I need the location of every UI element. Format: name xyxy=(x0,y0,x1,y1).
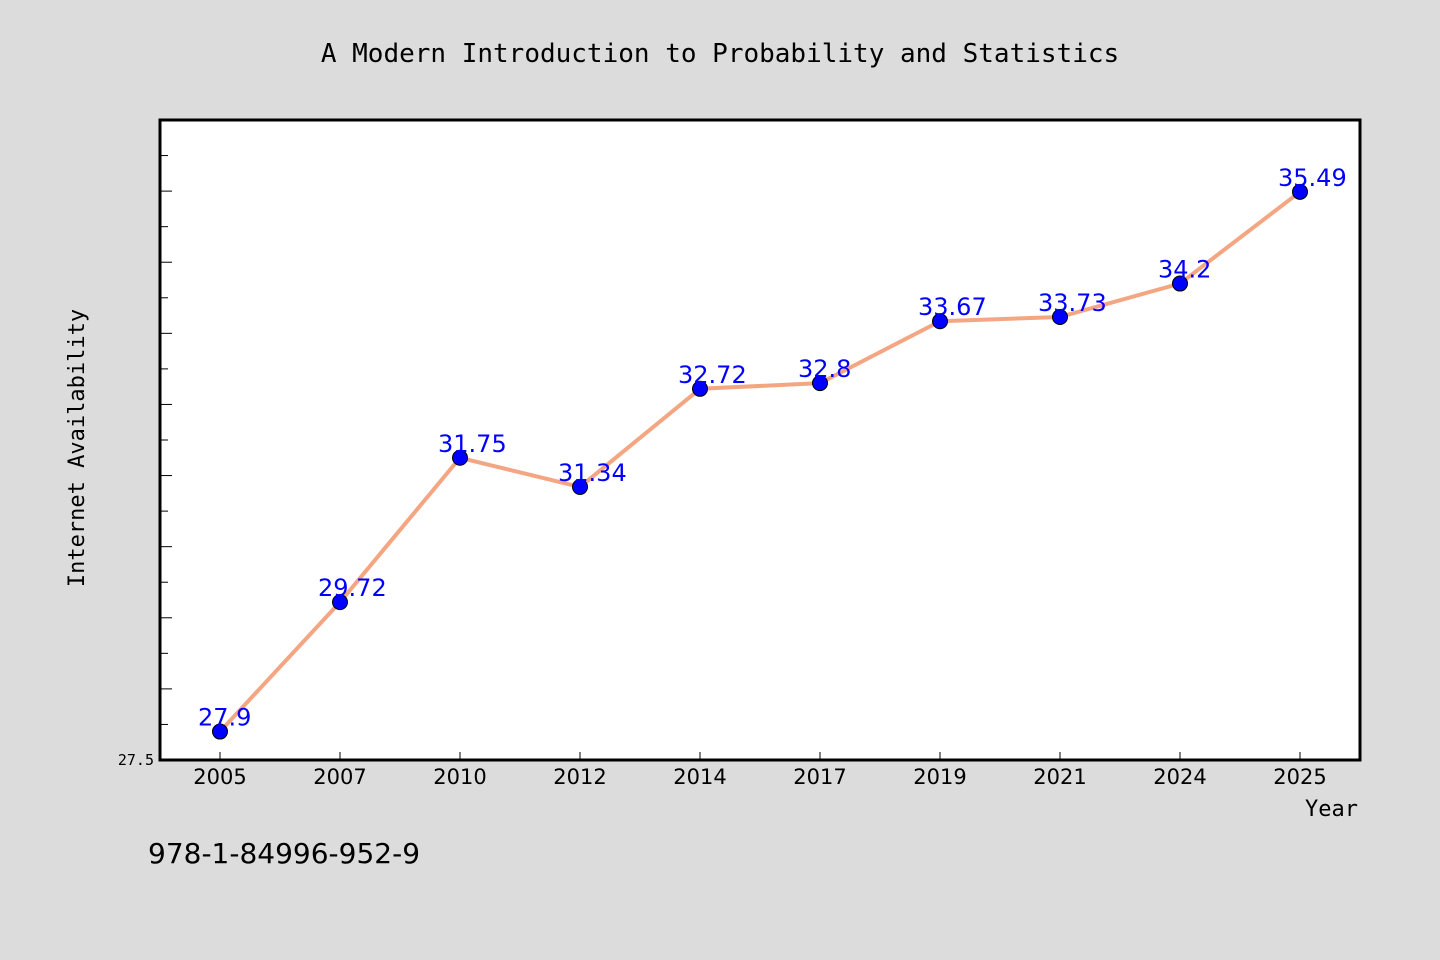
data-point xyxy=(1052,308,1068,325)
data-label: 27.9 xyxy=(198,704,251,732)
data-point xyxy=(932,313,948,330)
x-tick-label: 2007 xyxy=(313,765,366,789)
data-point xyxy=(1292,183,1308,200)
x-tick-label: 2025 xyxy=(1273,765,1326,789)
data-label: 31.75 xyxy=(438,430,507,458)
data-point xyxy=(1172,275,1188,292)
data-label: 31.34 xyxy=(558,459,627,487)
data-point xyxy=(692,380,708,397)
x-tick-label: 2012 xyxy=(553,765,606,789)
footnote-isbn: 978-1-84996-952-9 xyxy=(148,837,420,870)
y-axis-label: Internet Availability xyxy=(65,309,90,587)
x-tick-label: 2019 xyxy=(913,765,966,789)
x-tick-label: 2010 xyxy=(433,765,486,789)
x-axis-label: Year xyxy=(1305,797,1358,822)
x-tick-label: 2021 xyxy=(1033,765,1086,789)
data-labels: 27.9 29.72 31.75 31.34 32.72 32.8 33.67 33.73 34… xyxy=(198,164,1347,732)
series-line xyxy=(218,189,1302,734)
data-label: 32.8 xyxy=(798,355,851,383)
data-point xyxy=(212,723,228,740)
data-label: 35.49 xyxy=(1278,164,1347,192)
data-markers xyxy=(212,183,1308,740)
y-tick-labels: 27.5 xyxy=(118,751,154,769)
data-point xyxy=(812,375,828,392)
x-tick-label: 2014 xyxy=(673,765,726,789)
x-tick-labels: 2005 2007 2010 2012 2014 2017 2019 2021 2024 2025 xyxy=(193,765,1326,789)
plot-area xyxy=(160,120,1360,760)
data-label: 32.72 xyxy=(678,361,747,389)
y-tick-label: 27.5 xyxy=(118,751,154,769)
chart-title: A Modern Introduction to Probability and… xyxy=(321,39,1119,69)
plot-frame xyxy=(158,118,1362,762)
x-tick-label: 2024 xyxy=(1153,765,1206,789)
x-tick-label: 2017 xyxy=(793,765,846,789)
data-point xyxy=(452,449,468,466)
data-label: 33.67 xyxy=(918,293,987,321)
data-label: 33.73 xyxy=(1038,289,1107,317)
data-label: 29.72 xyxy=(318,574,387,602)
data-point xyxy=(572,478,588,495)
data-point xyxy=(332,594,348,611)
x-tick-label: 2005 xyxy=(193,765,246,789)
data-label: 34.2 xyxy=(1158,256,1211,284)
